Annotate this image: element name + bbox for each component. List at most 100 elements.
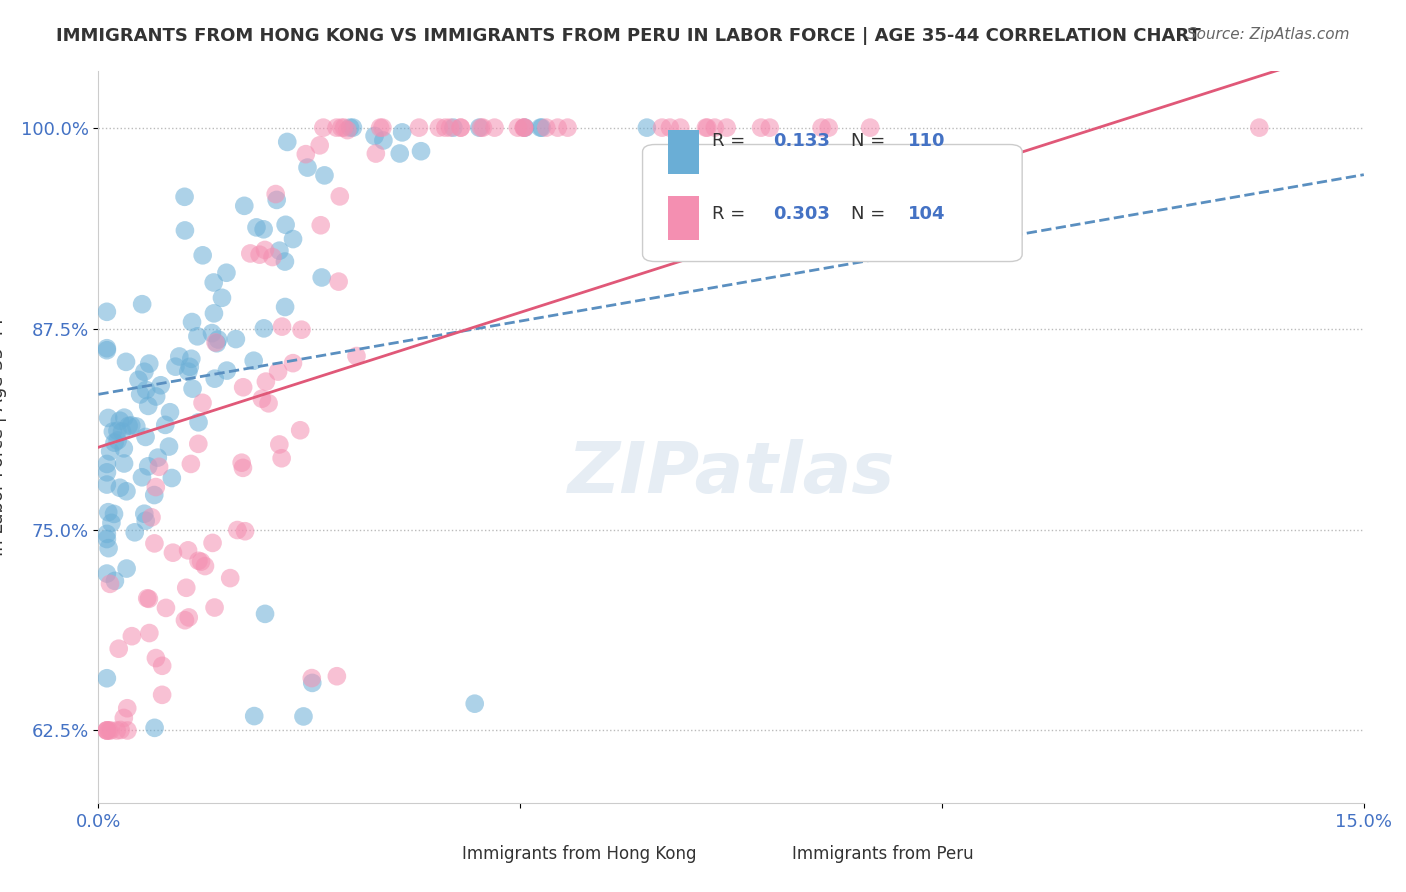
Point bbox=[107, 434, 129, 448]
Point bbox=[143, 721, 166, 735]
Point bbox=[427, 120, 450, 135]
Point bbox=[136, 399, 159, 413]
Point bbox=[703, 120, 725, 135]
Point bbox=[117, 723, 139, 738]
Point bbox=[329, 189, 352, 203]
Point bbox=[231, 456, 253, 470]
Point bbox=[187, 554, 209, 568]
Point bbox=[202, 306, 225, 320]
Point bbox=[249, 247, 271, 261]
Point bbox=[96, 466, 118, 480]
Point bbox=[363, 128, 385, 143]
Point bbox=[100, 516, 122, 530]
Point bbox=[257, 396, 280, 410]
Text: R =: R = bbox=[711, 132, 751, 150]
Point bbox=[101, 425, 124, 439]
Point bbox=[97, 723, 120, 738]
Y-axis label: In Labor Force | Age 35-44: In Labor Force | Age 35-44 bbox=[0, 318, 7, 557]
Point bbox=[810, 120, 832, 135]
Point bbox=[201, 536, 224, 550]
Point bbox=[115, 484, 138, 499]
Point bbox=[450, 120, 472, 135]
Text: 110: 110 bbox=[908, 132, 946, 150]
Point bbox=[342, 120, 364, 135]
Point bbox=[330, 120, 353, 135]
Text: IMMIGRANTS FROM HONG KONG VS IMMIGRANTS FROM PERU IN LABOR FORCE | AGE 35-44 COR: IMMIGRANTS FROM HONG KONG VS IMMIGRANTS … bbox=[56, 27, 1201, 45]
Point bbox=[292, 709, 315, 723]
Point bbox=[245, 220, 267, 235]
Point bbox=[115, 701, 138, 715]
Text: Source: ZipAtlas.com: Source: ZipAtlas.com bbox=[1187, 27, 1350, 42]
Point bbox=[149, 378, 172, 392]
Point bbox=[96, 341, 118, 355]
Point bbox=[135, 514, 157, 528]
Point bbox=[391, 125, 413, 139]
Point bbox=[669, 120, 692, 135]
Point bbox=[96, 671, 118, 685]
Point bbox=[169, 350, 191, 364]
Point bbox=[165, 359, 187, 374]
Text: ZIPatlas: ZIPatlas bbox=[568, 439, 894, 508]
Point bbox=[314, 169, 336, 183]
Point bbox=[108, 414, 131, 428]
Point bbox=[150, 658, 173, 673]
Point bbox=[308, 138, 330, 153]
Point bbox=[239, 246, 262, 260]
Point bbox=[817, 120, 839, 135]
Point bbox=[124, 525, 146, 540]
Point bbox=[180, 457, 202, 471]
Point bbox=[266, 193, 288, 207]
Point bbox=[346, 349, 368, 363]
Point bbox=[636, 120, 658, 135]
Point bbox=[205, 336, 228, 351]
Point bbox=[125, 419, 148, 434]
Point bbox=[187, 415, 209, 429]
Point bbox=[276, 135, 298, 149]
Text: 104: 104 bbox=[908, 205, 946, 223]
Point bbox=[253, 222, 276, 236]
Point bbox=[281, 356, 304, 370]
Point bbox=[547, 120, 569, 135]
Point bbox=[191, 396, 214, 410]
Point bbox=[1249, 120, 1271, 135]
Point bbox=[439, 120, 461, 135]
Point bbox=[141, 510, 163, 524]
Point bbox=[97, 541, 120, 556]
Point bbox=[103, 435, 125, 450]
Point bbox=[129, 387, 152, 401]
Point bbox=[658, 120, 681, 135]
Point bbox=[204, 371, 226, 385]
Point bbox=[115, 355, 138, 369]
Point bbox=[107, 424, 129, 438]
Point bbox=[295, 147, 318, 161]
Point bbox=[117, 418, 139, 433]
Text: R =: R = bbox=[711, 205, 751, 223]
Point bbox=[103, 507, 125, 521]
Point bbox=[96, 723, 118, 738]
Point bbox=[138, 626, 160, 640]
Point bbox=[695, 120, 717, 135]
FancyBboxPatch shape bbox=[643, 145, 1022, 261]
Point bbox=[267, 365, 290, 379]
Point bbox=[471, 120, 494, 135]
Point bbox=[121, 629, 143, 643]
Point bbox=[186, 329, 208, 343]
Point bbox=[434, 120, 457, 135]
Point bbox=[281, 232, 304, 246]
Point bbox=[143, 536, 166, 550]
Point bbox=[131, 297, 153, 311]
Point bbox=[506, 120, 529, 135]
Point bbox=[191, 248, 214, 262]
Point bbox=[269, 437, 291, 451]
Text: N =: N = bbox=[851, 132, 891, 150]
Point bbox=[179, 359, 201, 374]
Point bbox=[557, 120, 579, 135]
Point bbox=[112, 457, 135, 471]
Point bbox=[204, 335, 226, 350]
Point bbox=[513, 120, 536, 135]
Point bbox=[135, 383, 157, 397]
Point bbox=[530, 120, 553, 135]
Point bbox=[120, 418, 142, 433]
Point bbox=[339, 120, 361, 135]
Point bbox=[115, 561, 138, 575]
